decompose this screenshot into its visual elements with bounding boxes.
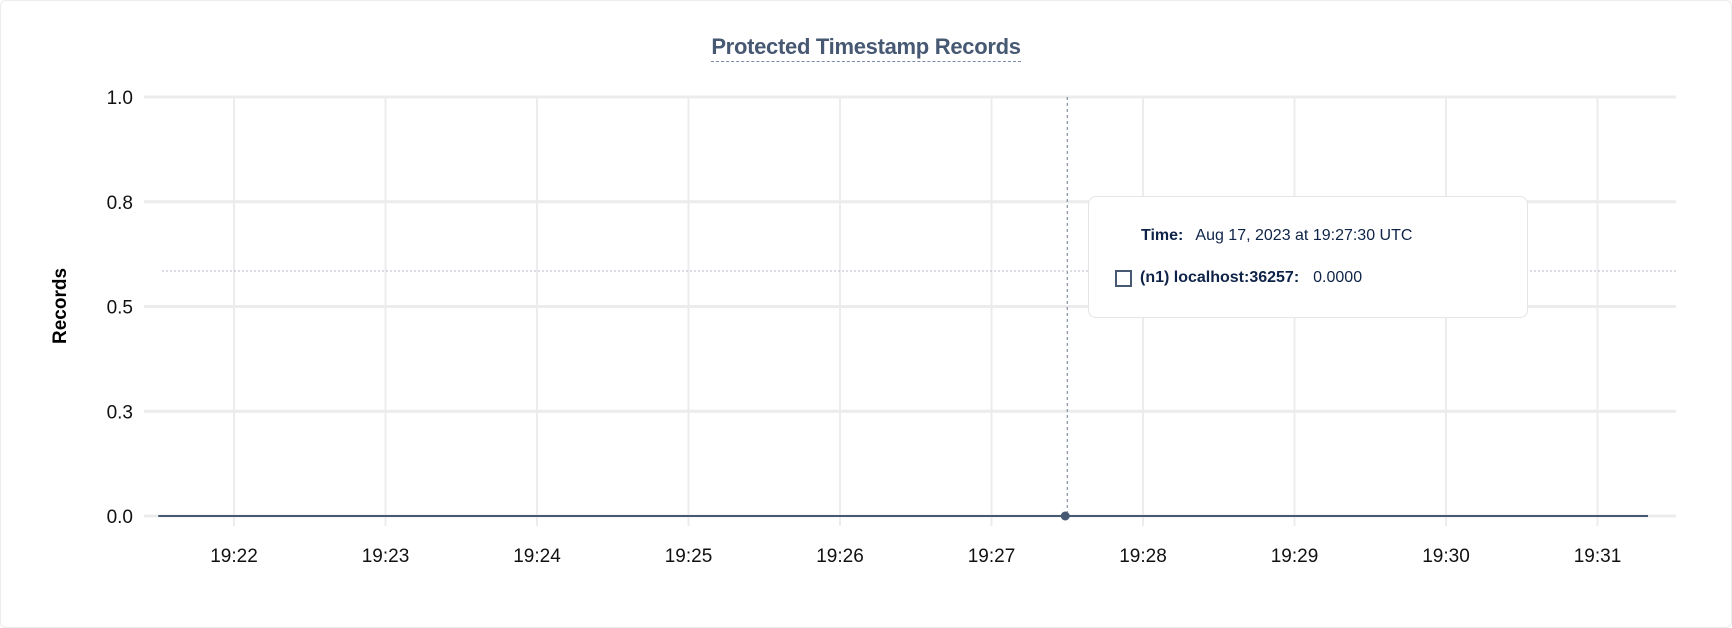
x-tick-label: 19:23 <box>362 546 410 567</box>
tooltip-series-value: 0.0000 <box>1313 269 1363 286</box>
x-tick-label: 19:31 <box>1574 546 1622 567</box>
x-tick-label: 19:29 <box>1271 546 1319 567</box>
x-tick-label: 19:30 <box>1422 546 1470 567</box>
x-tick-label: 19:26 <box>816 546 864 567</box>
y-tick-label: 0.5 <box>107 298 133 319</box>
chart-title-wrap: Protected Timestamp Records <box>0 34 1732 62</box>
y-tick-label: 0.8 <box>107 193 133 214</box>
x-tick-label: 19:22 <box>210 546 258 567</box>
y-tick-label: 1.0 <box>107 88 133 109</box>
y-tick-label: 0.3 <box>107 402 133 423</box>
y-tick-label: 0.0 <box>107 507 133 528</box>
x-tick-label: 19:27 <box>968 546 1016 567</box>
chart-title[interactable]: Protected Timestamp Records <box>711 34 1021 62</box>
tooltip: Time: Aug 17, 2023 at 19:27:30 UTC (n1) l… <box>1088 196 1528 318</box>
hover-point <box>1060 511 1070 521</box>
series-swatch-icon <box>1115 269 1132 287</box>
tooltip-time: Time: Aug 17, 2023 at 19:27:30 UTC <box>1141 227 1412 245</box>
x-tick-label: 19:24 <box>513 546 561 567</box>
tooltip-time-label: Time: <box>1141 227 1184 244</box>
tooltip-series-row: (n1) localhost:36257: 0.0000 <box>1115 269 1362 287</box>
tooltip-series-label: (n1) localhost:36257: <box>1140 269 1300 286</box>
x-tick-label: 19:28 <box>1119 546 1167 567</box>
x-tick-label: 19:25 <box>665 546 713 567</box>
tooltip-time-value: Aug 17, 2023 at 19:27:30 UTC <box>1195 227 1413 244</box>
